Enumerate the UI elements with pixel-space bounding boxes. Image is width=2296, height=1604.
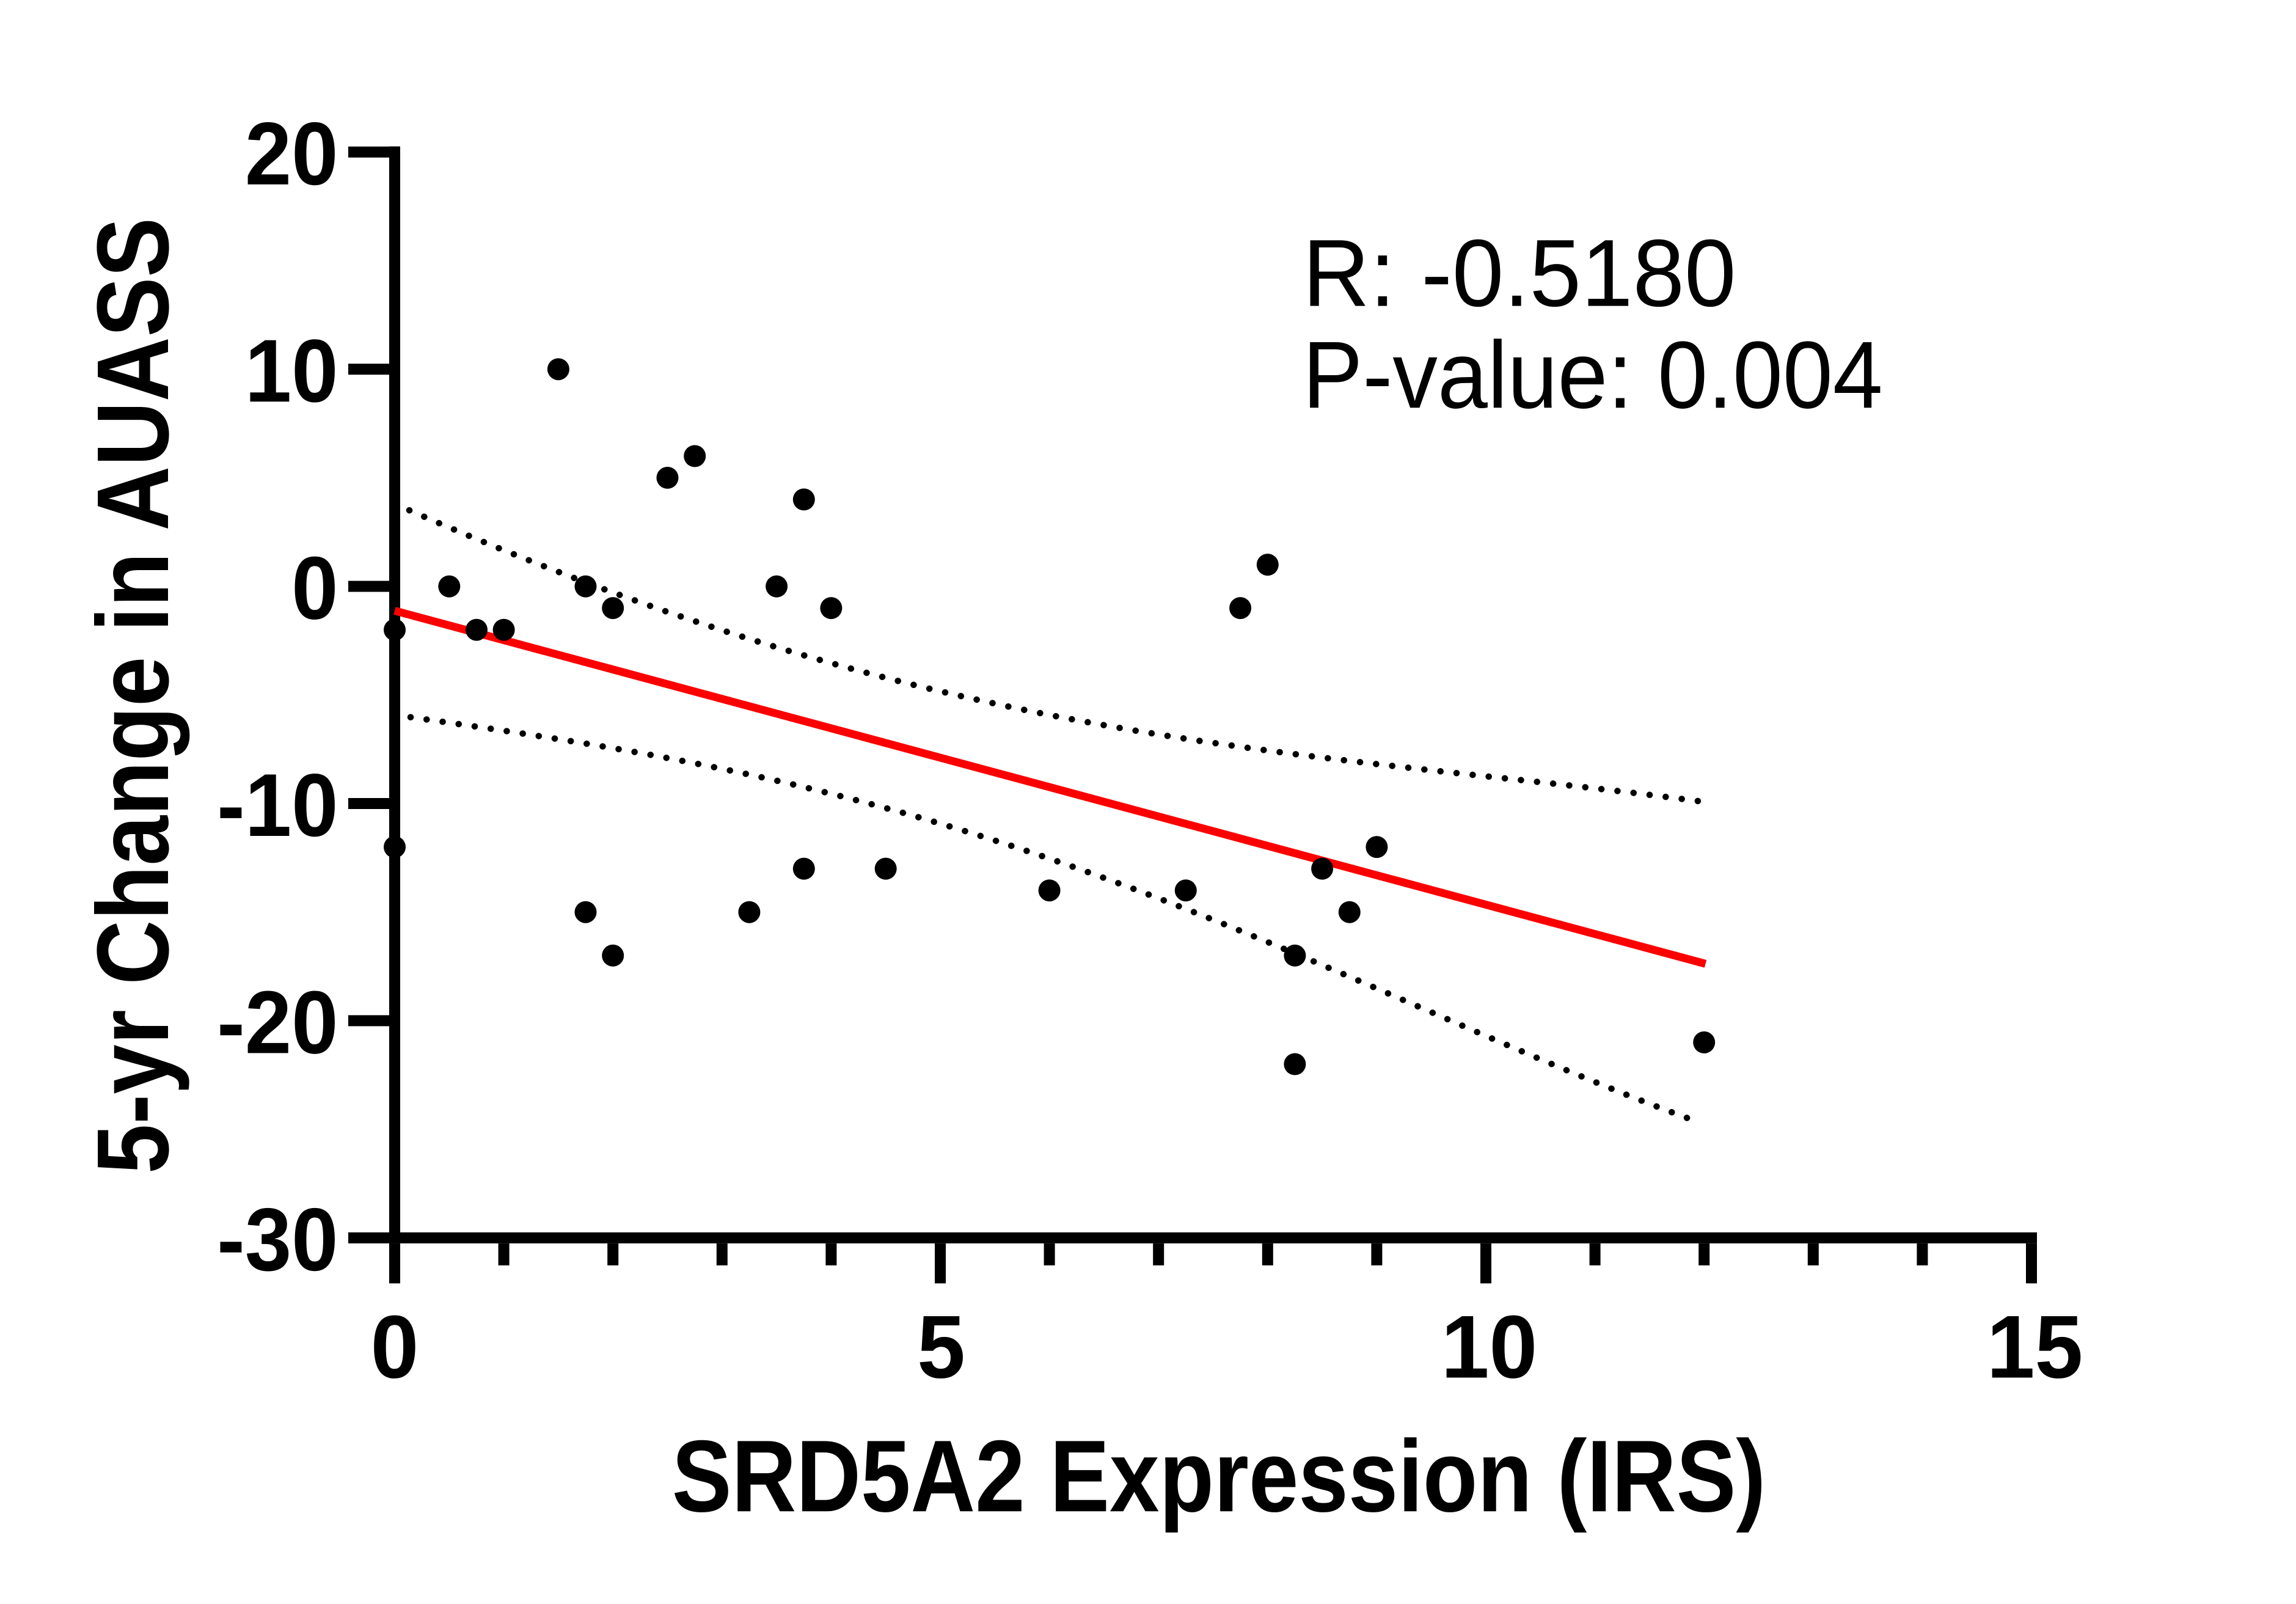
svg-text:0: 0 xyxy=(291,539,338,639)
svg-text:R: -0.5180: R: -0.5180 xyxy=(1303,220,1736,326)
svg-text:P-value: 0.004: P-value: 0.004 xyxy=(1303,322,1883,428)
svg-text:-10: -10 xyxy=(217,756,338,855)
svg-text:5-yr Change in AUASS: 5-yr Change in AUASS xyxy=(76,218,190,1174)
svg-text:SRD5A2 Expression (IRS): SRD5A2 Expression (IRS) xyxy=(672,1419,1766,1533)
svg-text:20: 20 xyxy=(245,104,338,204)
svg-text:-30: -30 xyxy=(217,1190,338,1290)
svg-text:10: 10 xyxy=(245,321,338,421)
svg-text:0: 0 xyxy=(371,1298,419,1397)
svg-text:15: 15 xyxy=(1987,1298,2083,1397)
svg-text:-20: -20 xyxy=(217,973,338,1073)
svg-text:10: 10 xyxy=(1441,1298,1538,1397)
svg-text:5: 5 xyxy=(917,1298,965,1397)
